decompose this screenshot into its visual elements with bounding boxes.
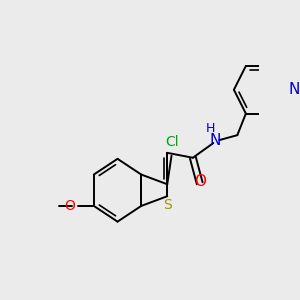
Text: N: N xyxy=(209,133,221,148)
Text: O: O xyxy=(64,199,75,213)
Text: methoxy: methoxy xyxy=(51,205,58,207)
Text: S: S xyxy=(163,198,172,212)
Text: N: N xyxy=(289,82,300,97)
Text: O: O xyxy=(195,174,207,189)
Text: H: H xyxy=(206,122,215,135)
Text: Cl: Cl xyxy=(166,135,179,149)
